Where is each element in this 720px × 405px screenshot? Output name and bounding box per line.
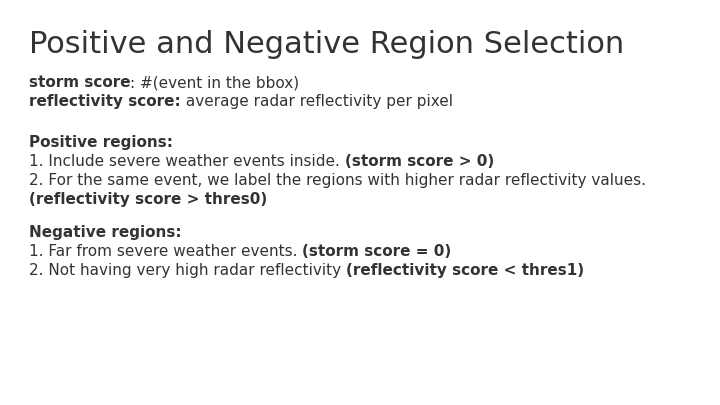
Text: 1. Far from severe weather events.: 1. Far from severe weather events.	[29, 244, 302, 259]
Text: Positive and Negative Region Selection: Positive and Negative Region Selection	[29, 30, 624, 59]
Text: (reflectivity score > thres0): (reflectivity score > thres0)	[29, 192, 267, 207]
Text: average radar reflectivity per pixel: average radar reflectivity per pixel	[181, 94, 453, 109]
Text: (storm score > 0): (storm score > 0)	[345, 154, 494, 169]
Text: Positive regions:: Positive regions:	[29, 135, 173, 150]
Text: 2. Not having very high radar reflectivity: 2. Not having very high radar reflectivi…	[29, 263, 346, 278]
Text: 2. For the same event, we label the regions with higher radar reflectivity value: 2. For the same event, we label the regi…	[29, 173, 646, 188]
Text: storm score: storm score	[29, 75, 130, 90]
Text: reflectivity score:: reflectivity score:	[29, 94, 181, 109]
Text: (reflectivity score < thres1): (reflectivity score < thres1)	[346, 263, 584, 278]
Text: (storm score = 0): (storm score = 0)	[302, 244, 451, 259]
Text: 1. Include severe weather events inside.: 1. Include severe weather events inside.	[29, 154, 345, 169]
Text: Negative regions:: Negative regions:	[29, 225, 181, 240]
Text: : #(event in the bbox): : #(event in the bbox)	[130, 75, 300, 90]
